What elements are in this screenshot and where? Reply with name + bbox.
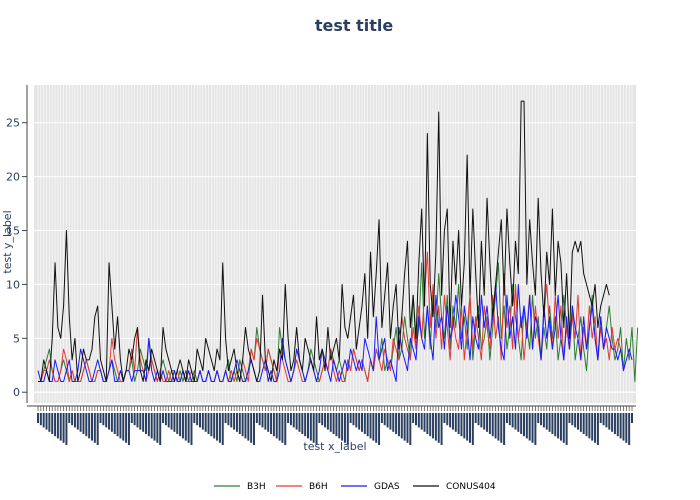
y-tick-label: 0 bbox=[13, 386, 20, 399]
x-ticks bbox=[37, 406, 633, 445]
series-layer bbox=[37, 100, 639, 382]
y-tick-label: 10 bbox=[6, 278, 20, 291]
y-tick-label: 5 bbox=[13, 332, 20, 345]
y-tick-label: 20 bbox=[6, 171, 20, 184]
y-grid bbox=[34, 122, 636, 393]
series-line-b6h bbox=[38, 251, 622, 382]
legend-label-b6h: B6H bbox=[309, 482, 328, 492]
x-grid bbox=[37, 85, 633, 403]
legend: B3H B6H GDAS CONUS404 bbox=[214, 482, 496, 492]
plot-area bbox=[34, 85, 636, 403]
y-tick-label: 15 bbox=[6, 225, 20, 238]
series-line-gdas bbox=[37, 283, 633, 382]
legend-label-gdas: GDAS bbox=[374, 482, 400, 492]
series-line-conus404 bbox=[38, 100, 610, 382]
y-tick-label: 25 bbox=[6, 117, 20, 130]
legend-label-b3h: B3H bbox=[247, 482, 266, 492]
y-axis-label: test y_label bbox=[1, 210, 14, 273]
legend-label-conus404: CONUS404 bbox=[446, 482, 496, 492]
chart-title: test title bbox=[315, 16, 394, 35]
series-line-b3h bbox=[38, 262, 639, 382]
y-ticks: 0 5 10 15 20 25 bbox=[6, 117, 27, 399]
x-axis-label: test x_label bbox=[303, 440, 366, 453]
